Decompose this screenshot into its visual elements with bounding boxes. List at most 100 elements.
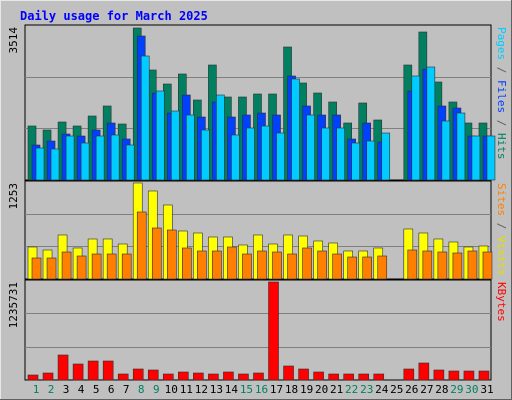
bar-sites-day-27 [422,250,433,280]
x-tick-label: 9 [153,383,160,396]
bar-body [317,250,327,280]
x-tick-label: 22 [345,383,358,396]
x-tick-label: 23 [360,383,373,396]
bar-body [426,66,436,181]
legend-entry: / [495,216,508,236]
bar-body [272,251,282,280]
legend-side-label: Pages / Files / Hits [495,27,508,160]
x-tick-label: 1 [33,383,40,396]
bar-pages-day-3 [65,135,75,181]
legend-entry: / [495,113,508,133]
bar-body [313,371,324,381]
x-tick-label: 14 [225,383,239,396]
bar-kbytes-day-10 [162,373,174,381]
bar-kbytes-day-7 [117,373,129,381]
x-tick-label: 26 [405,383,418,396]
bar-body [136,211,147,280]
bar-body [125,144,135,181]
bar-body [246,127,255,181]
bar-body [332,253,342,280]
plot-area [24,279,492,381]
bar-body [302,247,312,280]
bar-body [223,371,234,381]
bar-kbytes-day-23 [358,373,370,381]
bar-body [27,374,39,381]
x-tick-label: 24 [375,383,389,396]
bar-kbytes-day-18 [283,365,294,381]
bar-body [46,257,57,280]
bar-body [347,256,357,280]
legend-entry: / [495,60,508,80]
bar-body [456,112,466,181]
bar-body [467,250,478,280]
bar-body [147,369,159,381]
bar-kbytes-day-3 [57,354,69,381]
bar-body [366,140,376,181]
panel-1: 3514 Pages / Files / Hits [7,24,508,181]
bar-body [351,142,360,181]
bar-body [186,114,195,181]
bar-pages-day-10 [170,110,180,181]
x-tick-label: 20 [315,383,328,396]
bar-body [140,55,150,181]
bar-body [151,227,162,280]
x-tick-label: 7 [123,383,130,396]
bar-pages-day-31 [486,135,496,181]
bar-kbytes-day-21 [328,373,339,381]
bar-kbytes-day-14 [223,371,234,381]
bar-kbytes-day-30 [463,370,475,381]
bar-body [373,373,385,381]
bar-sites-day-14 [227,246,237,280]
bar-pages-day-16 [261,125,270,181]
x-tick-label: 21 [330,383,343,396]
bar-kbytes-day-12 [193,372,204,381]
bar-sites-day-17 [272,251,282,280]
bar-body [268,281,279,381]
bar-sites-day-21 [332,253,342,280]
bar-body [437,251,448,280]
bar-body [95,135,105,181]
x-tick-label: 4 [78,383,85,396]
x-tick-label: 16 [255,383,268,396]
bar-body [358,373,370,381]
bar-kbytes-day-31 [478,370,490,381]
y-max-label: 3514 [7,27,20,54]
bar-body [377,255,388,280]
x-tick-label: 27 [420,383,433,396]
bar-pages-day-19 [306,114,315,181]
bar-kbytes-day-26 [403,368,415,381]
bar-body [238,373,249,381]
panel-3: 1235731 KBytes [7,279,508,381]
bar-body [291,78,300,181]
bar-pages-day-29 [456,112,466,181]
bar-sites-day-1 [31,257,42,280]
x-tick-label: 31 [480,383,493,396]
bar-sites-day-24 [377,255,388,280]
legend-entry: Visits [495,236,508,276]
bar-pages-day-27 [426,66,436,181]
bar-body [298,368,309,381]
bar-pages-day-4 [80,142,90,181]
x-tick-label: 13 [210,383,223,396]
y-max-label: 1253 [7,183,20,210]
bar-body [418,362,430,381]
bar-body [287,253,297,280]
bar-body [433,369,445,381]
bar-body [57,354,69,381]
x-tick-label: 17 [270,383,283,396]
legend-side-label: Sites / Visits [495,183,508,276]
bar-sites-day-26 [407,249,418,280]
bar-body [212,250,222,280]
bar-body [201,129,210,181]
bar-body [132,368,144,381]
bar-kbytes-day-11 [178,371,189,381]
bar-body [242,253,252,280]
bar-pages-day-24 [381,132,391,181]
bar-body [381,132,391,181]
bar-sites-day-30 [467,250,478,280]
bar-body [448,370,460,381]
bar-body [253,372,264,381]
chart-title: Daily usage for March 2025 [20,9,208,23]
legend-entry: Files [495,80,508,113]
